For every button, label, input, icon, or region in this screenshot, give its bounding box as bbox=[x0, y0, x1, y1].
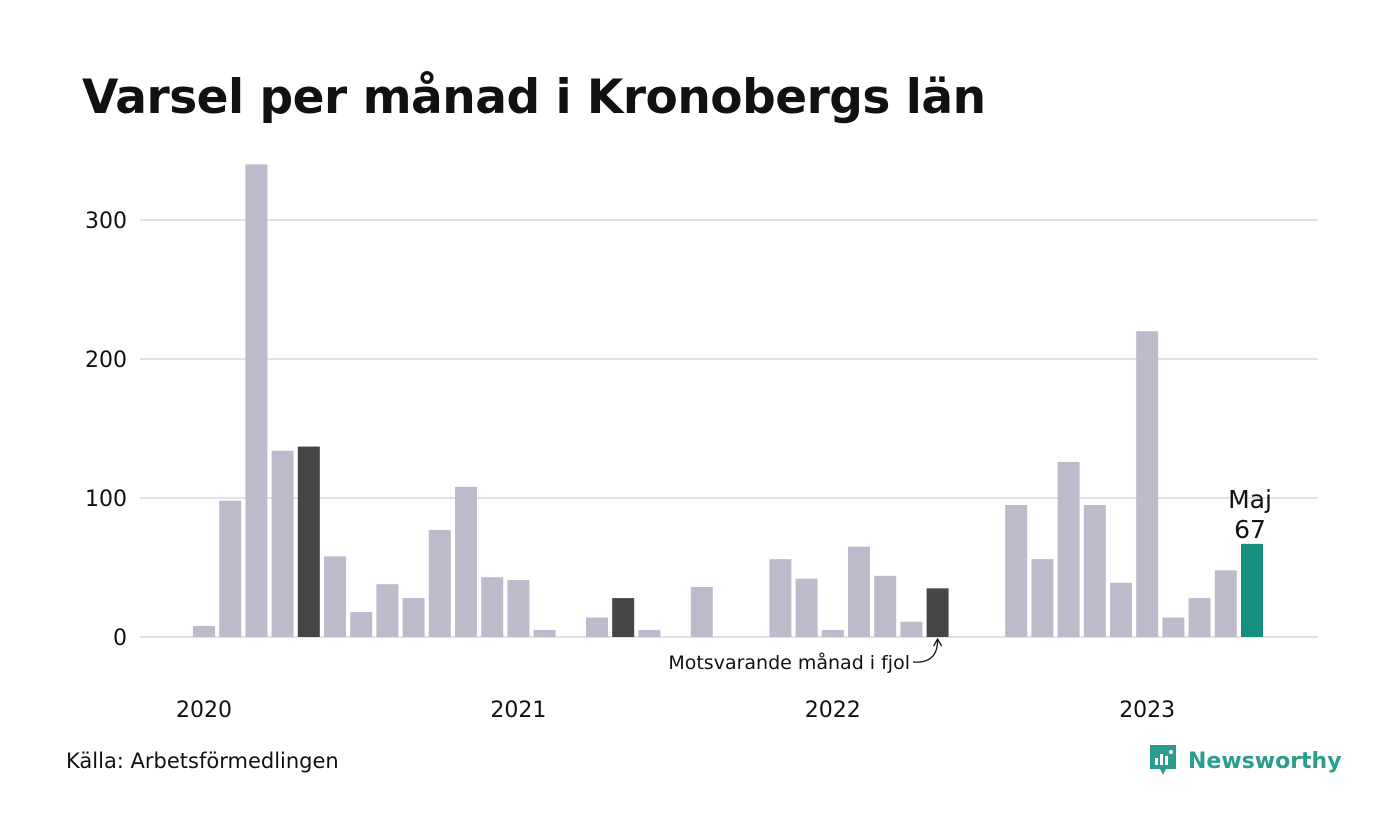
x-axis-year-labels: 2020 2021 2022 2023 bbox=[176, 698, 1175, 723]
bar-2022-12 bbox=[1110, 582, 1132, 637]
bar-2020-10 bbox=[428, 529, 451, 637]
bar-2020-01 bbox=[193, 625, 215, 637]
bar-2021-01 bbox=[507, 580, 530, 637]
bar-2022-11 bbox=[1083, 504, 1106, 637]
y-tick-label-200: 200 bbox=[85, 348, 127, 373]
bar-2022-02 bbox=[848, 546, 870, 637]
bar-2021-08 bbox=[690, 586, 713, 637]
bar-2020-03 bbox=[245, 164, 268, 637]
bar-2020-12 bbox=[481, 577, 504, 637]
bar-2022-01 bbox=[821, 630, 844, 637]
bar-2023-01 bbox=[1136, 331, 1159, 637]
chart-title: Varsel per månad i Kronobergs län bbox=[82, 70, 986, 125]
bar-2020-07 bbox=[350, 611, 373, 637]
bar-2023-04 bbox=[1214, 570, 1237, 637]
y-tick-label-0: 0 bbox=[113, 626, 127, 651]
y-tick-label-300: 300 bbox=[85, 209, 127, 234]
x-year-label-2023: 2023 bbox=[1119, 698, 1175, 723]
bars bbox=[193, 164, 1263, 637]
highlight-month-label: Maj bbox=[1228, 485, 1272, 514]
bar-2020-05 bbox=[297, 446, 320, 637]
annotation-arrow-head bbox=[933, 637, 943, 647]
bar-2020-09 bbox=[402, 598, 425, 637]
bar-2020-02 bbox=[219, 500, 242, 637]
bar-2023-02 bbox=[1162, 617, 1185, 637]
y-tick-label-100: 100 bbox=[85, 487, 127, 512]
bar-2023-03 bbox=[1188, 598, 1211, 637]
newsworthy-brand: Newsworthy bbox=[1148, 743, 1342, 779]
bar-2021-06 bbox=[638, 630, 661, 637]
bar-2020-06 bbox=[324, 556, 346, 637]
bar-2023-05 bbox=[1241, 543, 1263, 637]
bar-2021-05 bbox=[612, 598, 635, 637]
bar-2021-11 bbox=[769, 559, 792, 637]
bar-2020-08 bbox=[376, 584, 399, 637]
bar-2022-09 bbox=[1031, 559, 1054, 637]
highlight-value-label: 67 bbox=[1234, 515, 1266, 544]
bar-2022-08 bbox=[1005, 504, 1028, 637]
annotation-previous-year: Motsvarande månad i fjol bbox=[668, 651, 910, 674]
x-year-label-2022: 2022 bbox=[805, 698, 861, 723]
annotation-arrow-line bbox=[912, 639, 939, 663]
bar-2021-12 bbox=[795, 578, 818, 637]
x-year-label-2020: 2020 bbox=[176, 698, 232, 723]
source-note: Källa: Arbetsförmedlingen bbox=[66, 749, 339, 773]
brand-name: Newsworthy bbox=[1188, 748, 1342, 774]
newsworthy-logo-icon bbox=[1150, 745, 1176, 775]
bar-2020-11 bbox=[455, 486, 477, 637]
bar-2022-05 bbox=[926, 588, 949, 637]
bar-2021-04 bbox=[586, 617, 608, 637]
bar-2022-03 bbox=[874, 575, 897, 637]
bar-2022-04 bbox=[900, 621, 923, 637]
y-axis-ticks: 0 100 200 300 bbox=[85, 209, 127, 651]
x-year-label-2021: 2021 bbox=[490, 698, 546, 723]
bar-2020-04 bbox=[271, 450, 294, 637]
bar-2021-02 bbox=[533, 630, 556, 637]
bar-2022-10 bbox=[1057, 461, 1080, 637]
